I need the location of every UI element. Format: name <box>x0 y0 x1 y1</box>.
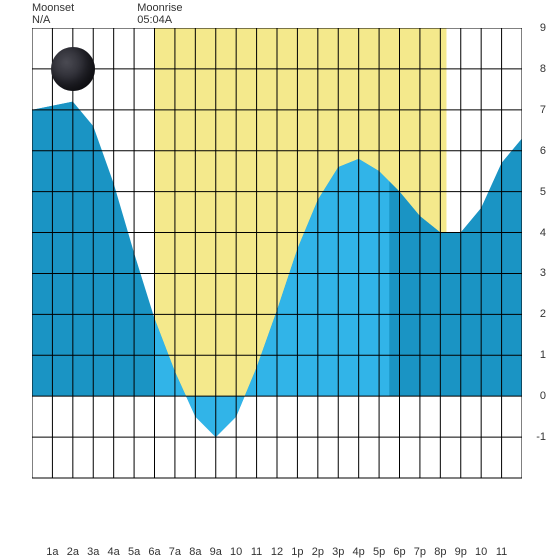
chart-area <box>32 28 522 500</box>
x-tick-label: 6p <box>393 546 405 558</box>
y-tick-label: 4 <box>540 227 546 239</box>
x-tick-label: 10 <box>230 546 242 558</box>
y-tick-label: 6 <box>540 145 546 157</box>
x-tick-label: 3p <box>332 546 344 558</box>
x-tick-label: 6a <box>148 546 160 558</box>
y-tick-label: 9 <box>540 22 546 34</box>
x-tick-label: 2p <box>312 546 324 558</box>
y-tick-label: 1 <box>540 349 546 361</box>
moon-header: Moonset N/A Moonrise 05:04A <box>0 2 183 26</box>
x-tick-label: 11 <box>496 546 507 558</box>
y-tick-label: 8 <box>540 63 546 75</box>
tide-chart-container: Moonset N/A Moonrise 05:04A -1 0 1 2 3 4 5 6 7 8 9… <box>0 0 550 550</box>
x-tick-label: 8a <box>189 546 201 558</box>
x-tick-label: 5p <box>373 546 385 558</box>
x-tick-label: 3a <box>87 546 99 558</box>
x-tick-label: 4a <box>108 546 120 558</box>
x-tick-label: 2a <box>67 546 79 558</box>
x-tick-label: 7p <box>414 546 426 558</box>
x-tick-label: 7a <box>169 546 181 558</box>
moonset-value: N/A <box>32 14 74 26</box>
y-tick-label: -1 <box>536 431 546 443</box>
moonrise-value: 05:04A <box>137 14 182 26</box>
moonset-label: Moonset <box>32 2 74 14</box>
x-tick-label: 12 <box>271 546 283 558</box>
x-tick-label: 9p <box>455 546 467 558</box>
y-tick-label: 5 <box>540 186 546 198</box>
y-tick-label: 2 <box>540 308 546 320</box>
x-tick-label: 8p <box>434 546 446 558</box>
x-tick-label: 9a <box>210 546 222 558</box>
y-tick-label: 0 <box>540 390 546 402</box>
x-tick-label: 10 <box>475 546 487 558</box>
x-tick-label: 1p <box>291 546 303 558</box>
x-tick-label: 4p <box>353 546 365 558</box>
y-tick-label: 7 <box>540 104 546 116</box>
x-tick-label: 5a <box>128 546 140 558</box>
x-tick-label: 1a <box>46 546 58 558</box>
moon-phase-icon <box>51 47 95 91</box>
tide-chart-svg <box>32 28 522 500</box>
moonrise-label: Moonrise <box>137 2 182 14</box>
x-tick-label: 11 <box>251 546 262 558</box>
y-tick-label: 3 <box>540 267 546 279</box>
